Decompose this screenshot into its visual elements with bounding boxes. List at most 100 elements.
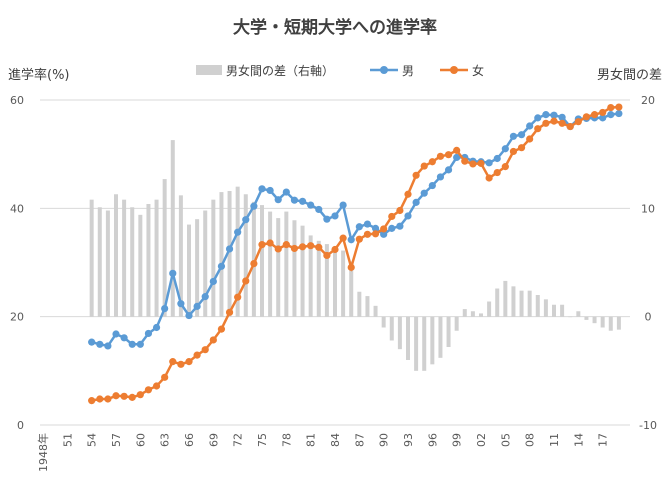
point-female-2007 [517, 144, 526, 152]
x-axis-ticks: 1948年 51 54 57 60 63 66 69 72 75 78 81 84 87 90 93 96 99 0… [36, 433, 610, 472]
point-female-1972 [234, 293, 242, 301]
bar-difference-1970 [219, 192, 224, 317]
bar-difference-1987 [357, 291, 362, 317]
point-male-1981 [307, 201, 315, 209]
line-series-group [88, 103, 623, 405]
point-female-1978 [282, 241, 290, 249]
point-male-2006 [509, 132, 518, 140]
x-tick-label-4: 60 [134, 433, 147, 447]
x-tick-label-7: 69 [207, 433, 220, 447]
point-male-1971 [225, 245, 234, 253]
bar-difference-1988 [365, 296, 370, 317]
point-female-1988 [363, 230, 372, 238]
bar-difference-2004 [495, 288, 500, 317]
point-male-1963 [161, 304, 169, 313]
point-female-1975 [258, 241, 266, 249]
x-tick-label-8: 72 [232, 433, 245, 447]
point-female-1955 [96, 395, 104, 403]
point-male-1957 [112, 330, 120, 338]
point-female-1998 [444, 151, 453, 159]
bar-difference-2010 [543, 299, 548, 317]
point-female-1969 [209, 336, 217, 344]
point-male-2012 [558, 113, 566, 121]
point-female-1956 [104, 395, 112, 403]
point-male-1956 [104, 342, 112, 350]
line-series-female [88, 103, 623, 405]
bar-difference-1955 [97, 207, 102, 317]
point-female-1977 [274, 245, 282, 253]
point-male-2019 [615, 109, 623, 118]
bar-difference-1961 [146, 204, 151, 317]
point-female-1966 [185, 358, 193, 366]
point-male-1978 [282, 188, 290, 196]
bar-difference-2019 [616, 316, 621, 330]
bar-difference-1980 [300, 225, 305, 317]
x-tick-label-9: 75 [256, 433, 269, 447]
point-male-1969 [209, 277, 217, 286]
point-female-2017 [599, 108, 607, 117]
bar-difference-2013 [568, 316, 573, 318]
point-female-2002 [477, 159, 485, 167]
bar-difference-1979 [292, 220, 297, 317]
point-male-2005 [501, 145, 509, 153]
point-female-1962 [152, 382, 161, 390]
point-female-1963 [161, 373, 169, 381]
point-female-1958 [120, 392, 128, 400]
point-male-1961 [144, 329, 153, 338]
bar-difference-1994 [414, 316, 419, 371]
point-male-2018 [607, 111, 615, 119]
bar-difference-1969 [211, 199, 216, 317]
point-male-1996 [428, 181, 436, 190]
point-male-1983 [323, 215, 331, 223]
point-male-1962 [152, 323, 161, 332]
legend-marker-female [450, 66, 458, 74]
point-female-2005 [501, 163, 509, 171]
point-female-2012 [558, 119, 566, 127]
point-female-1989 [371, 230, 380, 238]
y-right-axis-title: 男女間の差 [597, 67, 662, 83]
legend-label-female: 女 [472, 63, 484, 78]
bar-difference-1956 [105, 210, 110, 317]
point-female-1985 [339, 234, 347, 242]
point-female-2003 [485, 174, 493, 182]
y-left-axis-title: 進学率(%) [8, 67, 70, 83]
x-tick-label-0: 1948年 [36, 433, 50, 472]
x-tick-label-2: 54 [86, 433, 99, 447]
point-female-1995 [420, 162, 428, 170]
point-male-1967 [193, 302, 201, 310]
y-left-tick-label-0: 0 [17, 419, 24, 432]
point-female-1983 [323, 251, 331, 260]
point-female-1979 [290, 244, 299, 253]
point-female-1987 [355, 235, 363, 243]
bar-difference-2000 [462, 309, 467, 317]
point-female-1960 [136, 391, 144, 399]
point-female-2008 [526, 135, 534, 143]
point-male-1965 [177, 300, 185, 308]
point-female-1984 [331, 245, 339, 254]
bar-difference-2008 [527, 290, 532, 317]
y-right-tick-label-3: 20 [641, 94, 655, 107]
point-female-1981 [307, 242, 315, 250]
point-female-2016 [590, 111, 599, 119]
bar-difference-2012 [560, 304, 565, 317]
bar-series-difference [89, 140, 621, 371]
bar-difference-2007 [519, 290, 524, 317]
bar-difference-2018 [608, 316, 613, 331]
line-series-male [88, 109, 623, 350]
point-female-1992 [396, 206, 404, 215]
bar-difference-1976 [268, 211, 273, 317]
bar-difference-1985 [341, 250, 346, 317]
bar-difference-2014 [576, 311, 581, 317]
point-female-1976 [266, 239, 274, 247]
point-female-2009 [534, 125, 542, 133]
legend-label-difference: 男女間の差（右軸） [226, 63, 334, 78]
x-tick-label-19: 05 [499, 433, 512, 447]
y-right-tick-label-0: -10 [639, 419, 657, 432]
point-female-1959 [128, 393, 136, 401]
x-tick-label-17: 99 [451, 433, 464, 447]
bar-difference-1978 [284, 211, 289, 317]
y-right-tick-label-2: 10 [641, 202, 655, 215]
point-female-2015 [582, 113, 591, 121]
